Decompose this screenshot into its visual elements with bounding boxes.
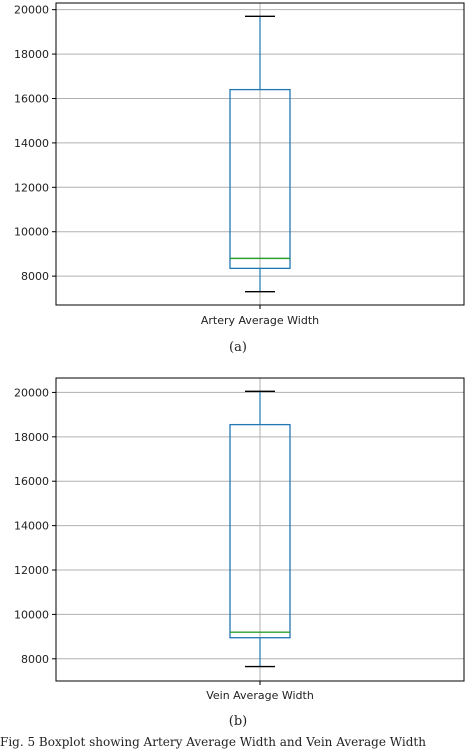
figure-caption: Fig. 5 Boxplot showing Artery Average Wi… [0, 735, 426, 749]
y-tick-label: 8000 [21, 653, 49, 666]
chart-vein: 8000 10000 12000 14000 16000 18000 20000 Vein … [14, 377, 465, 729]
chart-artery: 8000 10000 12000 14000 16000 18000 20000 Arter… [14, 2, 465, 355]
y-ticks-vein: 8000 10000 12000 14000 16000 18000 20000 [14, 386, 261, 685]
boxplot-artery [229, 15, 291, 293]
x-tick-label-artery: Artery Average Width [201, 314, 319, 327]
y-tick-label: 18000 [14, 431, 49, 444]
boxplot-vein [229, 390, 291, 668]
y-tick-label: 8000 [21, 270, 49, 283]
y-tick-label: 16000 [14, 92, 49, 105]
y-tick-label: 12000 [14, 564, 49, 577]
box-iqr [229, 88, 291, 270]
y-tick-label: 14000 [14, 520, 49, 533]
y-tick-label: 20000 [14, 4, 49, 17]
y-tick-label: 20000 [14, 386, 49, 399]
y-tick-label: 12000 [14, 181, 49, 194]
y-ticks-artery: 8000 10000 12000 14000 16000 18000 20000 [14, 4, 261, 309]
y-tick-label: 18000 [14, 48, 49, 61]
y-tick-label: 10000 [14, 226, 49, 239]
x-tick-label-vein: Vein Average Width [206, 689, 314, 702]
y-tick-label: 16000 [14, 475, 49, 488]
y-tick-label: 10000 [14, 608, 49, 621]
grid-artery [56, 3, 464, 305]
caption-b: (b) [229, 714, 247, 729]
y-tick-label: 14000 [14, 137, 49, 150]
grid-vein [56, 378, 464, 681]
caption-a: (a) [229, 340, 247, 355]
box-iqr [229, 423, 291, 639]
